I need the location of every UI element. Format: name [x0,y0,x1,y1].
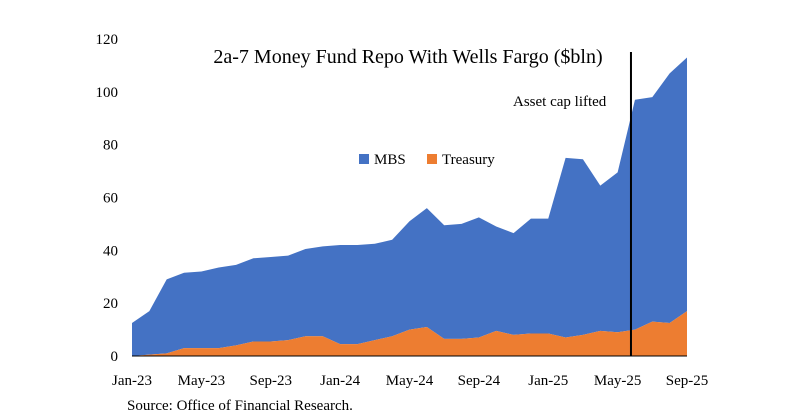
treasury-area [132,311,687,356]
x-tick-label: Sep-23 [250,373,293,389]
x-axis-labels: Jan-23 May-23 Sep-23 Jan-24 May-24 Sep-24 Jan-… [112,373,708,389]
y-tick-label: 60 [103,191,118,207]
y-tick-label: 100 [96,85,119,101]
chart-title: 2a-7 Money Fund Repo With Wells Fargo ($… [213,46,602,68]
x-tick-label: May-23 [178,373,226,389]
legend-treasury-swatch [427,154,437,164]
legend-mbs-swatch [359,154,369,164]
legend-mbs-label: MBS [374,152,406,168]
y-axis-labels: 0 20 40 60 80 100 120 [96,32,119,365]
x-tick-label: Sep-24 [458,373,501,389]
mbs-area [132,57,687,356]
y-tick-label: 0 [111,349,119,365]
area-series [132,57,687,356]
y-tick-label: 40 [103,243,118,259]
x-tick-label: Jan-23 [112,373,152,389]
asset-cap-label: Asset cap lifted [513,94,607,110]
legend-treasury-label: Treasury [442,152,495,168]
source-note: Source: Office of Financial Research. [127,398,353,414]
y-tick-label: 80 [103,138,118,154]
x-tick-label: Jan-24 [320,373,360,389]
y-tick-label: 20 [103,296,118,312]
x-tick-label: May-25 [594,373,642,389]
x-tick-label: May-24 [386,373,434,389]
legend: MBS Treasury [359,152,495,168]
x-tick-label: Sep-25 [666,373,709,389]
x-tick-label: Jan-25 [528,373,568,389]
y-tick-label: 120 [96,32,119,48]
